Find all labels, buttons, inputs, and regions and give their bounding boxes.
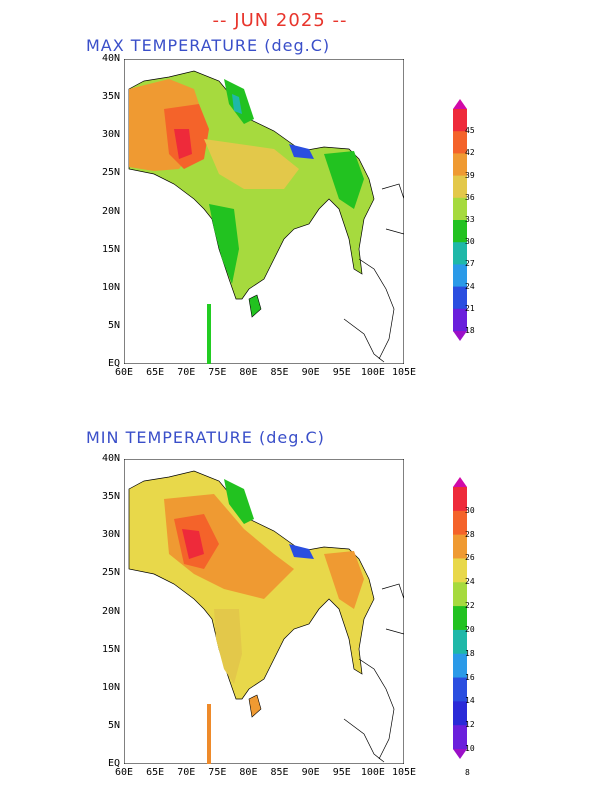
- colorbar-segment: [453, 487, 467, 512]
- lon-tick-label: 90E: [301, 367, 320, 378]
- lon-tick-label: 105E: [391, 367, 417, 378]
- max-colorbar: [453, 99, 467, 341]
- colorbar-label: 28: [465, 529, 475, 539]
- colorbar-segment: [453, 264, 467, 288]
- lon-tick-label: 75E: [208, 767, 227, 778]
- colorbar-label: 36: [465, 192, 475, 202]
- lon-tick-label: 90E: [301, 767, 320, 778]
- lat-tick-label: 10N: [101, 681, 120, 693]
- colorbar-label: 39: [465, 170, 475, 180]
- lat-tick-label: 10N: [101, 281, 120, 293]
- lon-tick-label: 80E: [239, 767, 258, 778]
- min-colorbar: [453, 477, 467, 759]
- colorbar-segment: [453, 510, 467, 536]
- colorbar-top-extend: [453, 477, 467, 487]
- max-temp-title: MAX TEMPERATURE (deg.C): [86, 36, 331, 55]
- colorbar-segment: [453, 653, 467, 679]
- colorbar-segment: [453, 109, 467, 132]
- lon-tick-label: 60E: [114, 767, 134, 778]
- lat-tick-label: 25N: [101, 167, 120, 179]
- colorbar-label: 16: [465, 672, 475, 682]
- lat-tick-label: 35N: [101, 491, 120, 503]
- lon-tick-label: 95E: [332, 367, 351, 378]
- colorbar-label: 18: [465, 326, 475, 335]
- lat-tick-label: 15N: [101, 643, 120, 655]
- colorbar-label: 30: [465, 505, 475, 515]
- lon-tick-label: 70E: [177, 367, 196, 378]
- colorbar-segment: [453, 629, 467, 655]
- lat-tick-label: 25N: [101, 567, 120, 579]
- colorbar-label: 24: [465, 577, 475, 587]
- min-temperature-map: [124, 459, 404, 764]
- colorbar-segment: [453, 308, 467, 332]
- colorbar-label: 26: [465, 553, 475, 563]
- station-marker: [207, 304, 211, 364]
- colorbar-label: 45: [465, 126, 475, 136]
- lon-tick-label: 85E: [270, 367, 289, 378]
- colorbar-segment: [453, 175, 467, 199]
- colorbar-bottom-extend: [453, 331, 467, 341]
- colorbar-segment: [453, 220, 467, 243]
- lon-tick-label: 65E: [146, 367, 165, 378]
- colorbar-label: 27: [465, 259, 475, 269]
- lat-tick-label: EQ: [107, 758, 120, 769]
- colorbar-segment: [453, 677, 467, 702]
- colorbar-label: 8: [465, 767, 470, 777]
- colorbar-label: 22: [465, 601, 475, 611]
- colorbar-segment: [453, 701, 467, 726]
- colorbar-segment: [453, 242, 467, 265]
- lon-tick-label: 70E: [177, 767, 196, 778]
- colorbar-label: 33: [465, 215, 475, 224]
- lat-tick-label: 5N: [107, 719, 120, 731]
- lon-tick-label: 100E: [360, 767, 385, 778]
- colorbar-label: 12: [465, 720, 475, 730]
- colorbar-segment: [453, 534, 467, 559]
- lon-tick-label: 80E: [239, 367, 258, 378]
- colorbar-segment: [453, 725, 467, 750]
- colorbar-segment: [453, 153, 467, 177]
- colorbar-segment: [453, 558, 467, 583]
- lat-tick-label: 40N: [101, 453, 120, 464]
- colorbar-segment: [453, 197, 467, 221]
- station-marker: [207, 704, 211, 764]
- colorbar-bottom-extend: [453, 749, 467, 759]
- colorbar-label: 42: [465, 148, 475, 158]
- lat-tick-label: EQ: [107, 358, 120, 369]
- lon-tick-label: 105E: [391, 767, 417, 778]
- lon-tick-label: 75E: [208, 367, 227, 378]
- lat-tick-label: 30N: [101, 529, 120, 541]
- colorbar-segment: [453, 582, 467, 607]
- lon-tick-label: 85E: [270, 767, 289, 778]
- lon-tick-label: 65E: [146, 767, 165, 778]
- lon-tick-label: 95E: [332, 767, 351, 778]
- lat-tick-label: 20N: [101, 605, 120, 617]
- min-temp-title: MIN TEMPERATURE (deg.C): [86, 428, 325, 447]
- colorbar-segment: [453, 286, 467, 310]
- lon-tick-label: 60E: [114, 367, 134, 378]
- colorbar-segment: [453, 606, 467, 631]
- lat-tick-label: 30N: [101, 129, 120, 141]
- colorbar-label: 21: [465, 303, 475, 313]
- lat-tick-label: 15N: [101, 243, 120, 255]
- colorbar-label: 20: [465, 624, 475, 634]
- colorbar-top-extend: [453, 99, 467, 109]
- colorbar-label: 14: [465, 696, 475, 706]
- lat-tick-label: 20N: [101, 205, 120, 217]
- colorbar-segment: [453, 131, 467, 154]
- lat-tick-label: 35N: [101, 91, 120, 103]
- lat-tick-label: 5N: [107, 319, 120, 331]
- colorbar-label: 30: [465, 237, 475, 247]
- max-temperature-map: [124, 59, 404, 364]
- page-title: -- JUN 2025 --: [212, 10, 348, 31]
- lat-tick-label: 40N: [101, 53, 120, 64]
- lon-tick-label: 100E: [360, 367, 385, 378]
- colorbar-label: 18: [465, 648, 475, 658]
- colorbar-label: 10: [465, 744, 475, 753]
- colorbar-label: 24: [465, 281, 475, 291]
